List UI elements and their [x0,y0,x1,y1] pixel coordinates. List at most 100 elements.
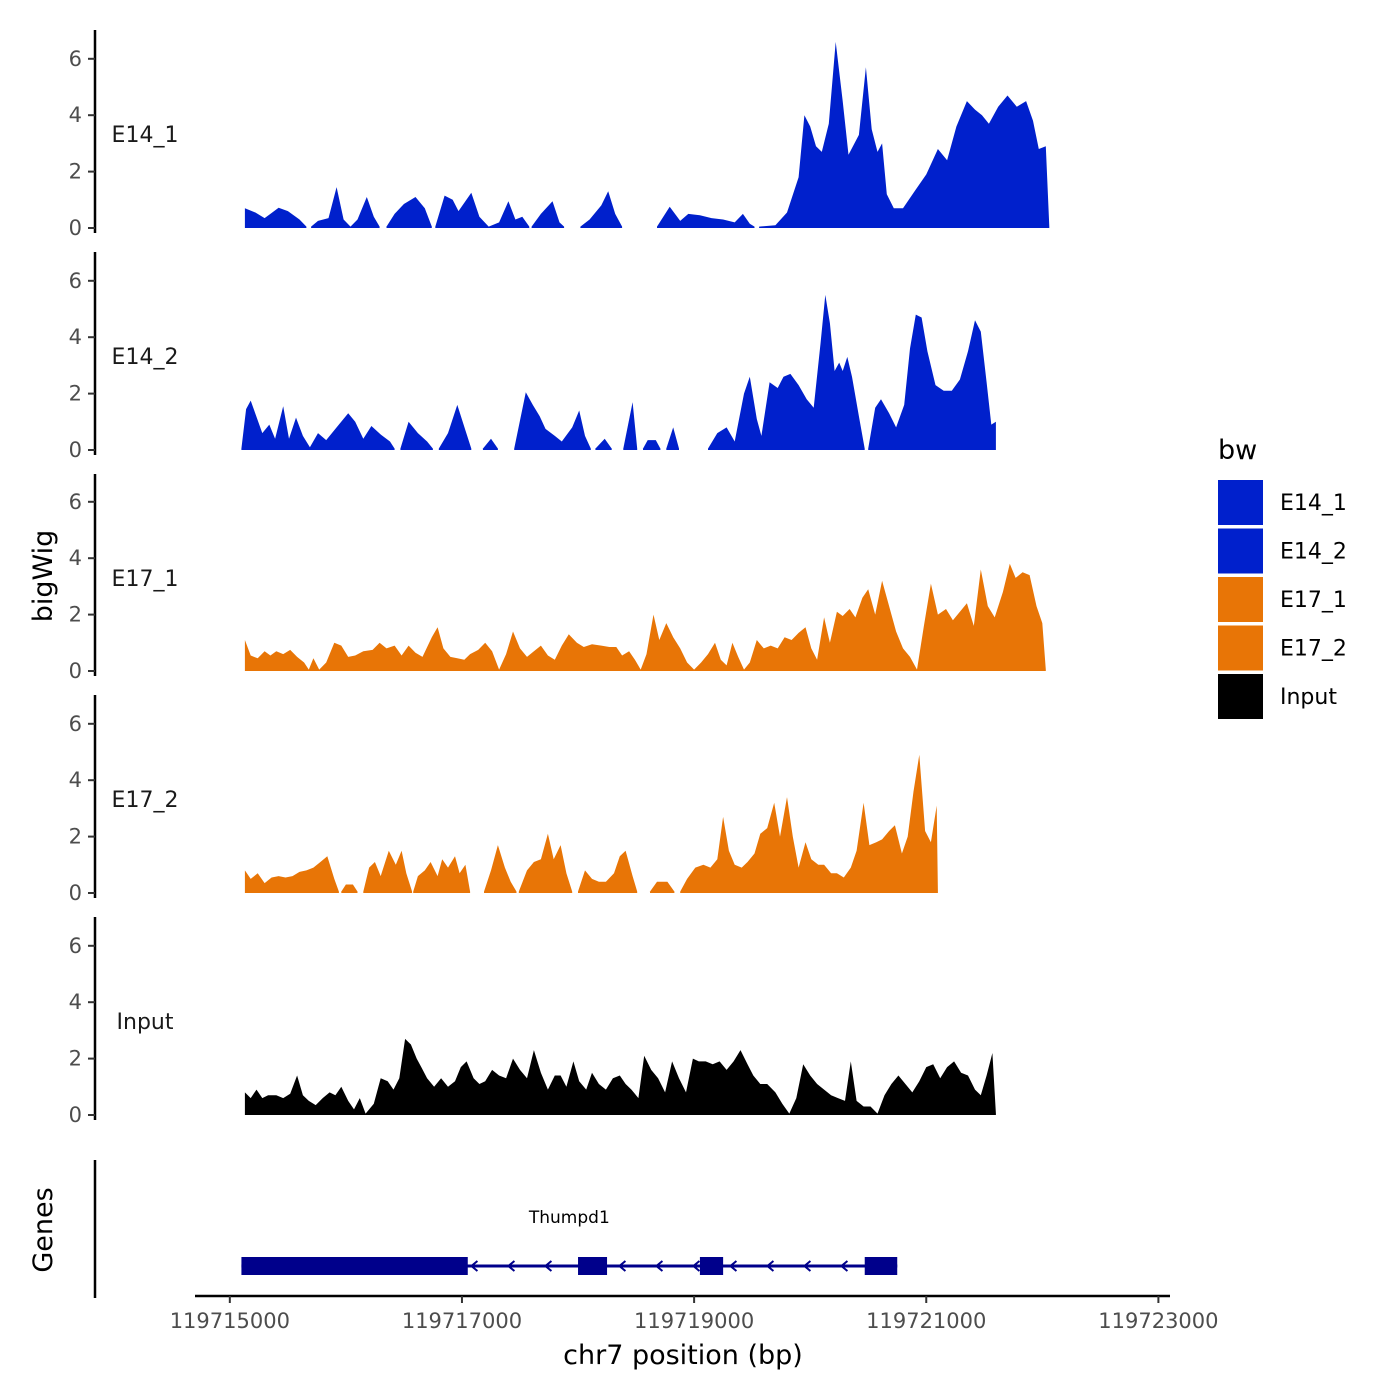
x-axis: 119715000 119717000 119719000 119721000 1197… [170,1294,1219,1333]
x-tick-label: 119719000 [634,1309,754,1333]
y-tick-label: 2 [69,160,82,184]
coverage-area-e14-1 [580,191,623,228]
y-tick-label: 6 [69,269,82,293]
strand-arrow [654,1260,664,1272]
strand-arrow [506,1260,516,1272]
y-tick-label: 6 [69,490,82,514]
gene-exon [864,1257,898,1275]
strand-arrow [802,1260,812,1272]
legend-swatch-e14-1 [1218,480,1263,525]
strand-arrow [839,1260,849,1272]
coverage-area-e14-2 [482,438,498,450]
coverage-area-e14-2 [623,402,638,450]
coverage-area-e14-1 [244,207,307,228]
legend-swatch-e14-2 [1218,528,1263,574]
y-tick-label: 0 [69,216,82,240]
coverage-area-e14-1 [311,187,380,228]
coverage-area-e14-1 [386,197,432,228]
coverage-area-e14-2 [400,421,433,450]
strand-arrow [543,1260,553,1272]
coverage-area-e17-2 [341,884,358,893]
x-tick-label: 119721000 [866,1309,986,1333]
y-axis-title-bigwig: bigWig [28,530,59,623]
coverage-area-e17-1 [244,563,1046,671]
coverage-area-e17-2 [680,754,938,893]
track-label: E17_1 [112,567,179,592]
track-label: E17_2 [112,788,179,813]
track-label: Input [117,1010,174,1035]
y-tick-label: 4 [69,325,82,349]
y-tick-label: 0 [69,438,82,462]
bigwig-tracks: 0 2 4 6 E14_1 0 2 4 6 E14_2 0 2 4 6 E17_1 0 2 4 6 E17_2 0 2 4 6… [69,30,1050,1127]
coverage-area-e17-2 [484,845,517,893]
coverage-area-e14-1 [531,201,565,228]
y-tick-label: 4 [69,546,82,570]
x-tick-label: 119717000 [402,1309,522,1333]
legend-swatch-e17-2 [1218,625,1263,671]
coverage-area-e14-2 [868,314,996,450]
coverage-area-e17-2 [578,850,638,893]
x-tick-label: 119715000 [170,1309,290,1333]
gene-exon [578,1257,608,1275]
legend-label: E14_2 [1280,540,1347,565]
gene-name-label: Thumpd1 [528,1208,610,1228]
x-axis-title: chr7 position (bp) [563,1340,803,1371]
coverage-area-e14-2 [438,404,472,450]
y-tick-label: 6 [69,934,82,958]
track-e14-2: 0 2 4 6 E14_2 [69,252,996,462]
strand-arrow [765,1260,775,1272]
gene-exon [699,1257,724,1275]
y-tick-label: 4 [69,768,82,792]
coverage-area-e14-1 [435,192,530,228]
genes-panel: Thumpd1 [93,1160,898,1298]
coverage-area-e17-2 [363,850,413,893]
coverage-area-input [244,1038,996,1115]
coverage-area-e14-2 [643,440,661,450]
legend-title: bw [1218,435,1257,466]
y-tick-label: 4 [69,990,82,1014]
coverage-area-e14-1 [759,41,1050,229]
track-e17-2: 0 2 4 6 E17_2 [69,695,938,905]
coverage-area-e14-2 [666,427,679,450]
legend-label: E14_1 [1280,491,1347,516]
strand-arrow [617,1260,627,1272]
coverage-area-e14-2 [708,294,865,450]
legend: bw E14_1 E14_2 E17_1 E17_2 Input [1218,435,1347,719]
y-tick-label: 2 [69,1047,82,1071]
y-tick-label: 6 [69,47,82,71]
y-tick-label: 0 [69,1103,82,1127]
y-tick-label: 6 [69,712,82,736]
track-label: E14_2 [112,345,179,370]
coverage-area-e17-2 [244,856,339,893]
coverage-area-e14-1 [657,206,755,228]
x-tick-label: 119723000 [1098,1309,1218,1333]
gene-thumpd1: Thumpd1 [241,1208,898,1275]
y-tick-label: 0 [69,659,82,683]
track-input: 0 2 4 6 Input [69,917,996,1127]
coverage-area-e17-2 [413,856,471,893]
track-label: E14_1 [112,123,179,148]
y-axis-title-genes: Genes [28,1187,59,1272]
strand-arrow [469,1260,479,1272]
coverage-area-e14-2 [514,392,591,450]
legend-label: Input [1280,685,1337,710]
y-tick-label: 2 [69,603,82,627]
y-tick-label: 2 [69,825,82,849]
coverage-area-e17-2 [518,833,573,893]
gene-exon [241,1257,468,1275]
legend-label: E17_2 [1280,637,1347,662]
strand-arrow [728,1260,738,1272]
coverage-area-e14-2 [595,438,612,450]
coverage-area-e14-2 [241,400,395,450]
coverage-area-e17-2 [650,881,675,893]
legend-label: E17_1 [1280,588,1347,613]
y-tick-label: 0 [69,881,82,905]
legend-swatch-e17-1 [1218,577,1263,622]
strand-arrow [691,1260,701,1272]
track-e14-1: 0 2 4 6 E14_1 [69,30,1050,240]
y-tick-label: 2 [69,382,82,406]
track-e17-1: 0 2 4 6 E17_1 [69,474,1046,683]
y-tick-label: 4 [69,103,82,127]
legend-swatch-input [1218,674,1263,719]
